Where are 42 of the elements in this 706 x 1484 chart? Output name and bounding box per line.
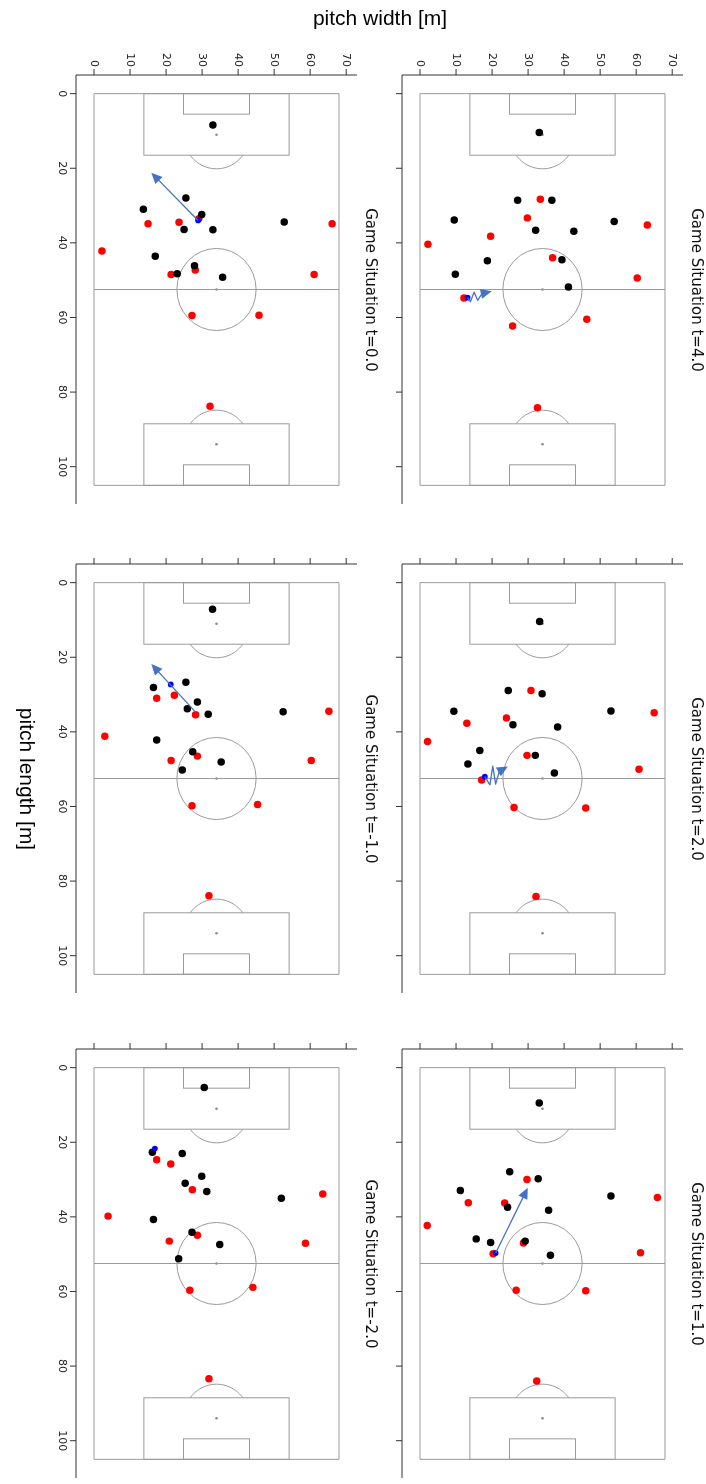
x-tick-label: 20 (485, 53, 499, 67)
y-tick-label: 0 (55, 579, 69, 587)
y-tick-label: 80 (55, 385, 69, 400)
x-tick-label: 60 (629, 53, 643, 67)
x-tick-label: 30 (195, 53, 209, 67)
y-tick-label: 40 (55, 235, 69, 250)
x-tick-label: 10 (123, 53, 137, 67)
y-tick-label: 60 (55, 310, 69, 325)
text: Game Situation t=-2.0 (361, 1178, 381, 1350)
x-tick-label: 20 (159, 53, 173, 67)
y-tick-label: 60 (55, 799, 69, 814)
y-tick-label: 0 (55, 1064, 69, 1072)
text: Game Situation t=2.0 (687, 695, 706, 863)
x-tick-label: 40 (231, 53, 245, 67)
x-tick-label: 10 (449, 53, 463, 67)
x-tick-label: 70 (339, 53, 353, 67)
x-tick-label: 70 (665, 53, 679, 67)
x-tick-label: 30 (521, 53, 535, 67)
x-tick-label: 50 (267, 53, 281, 67)
text: Game Situation t=-1.0 (361, 693, 381, 865)
y-tick-label: 20 (55, 1135, 69, 1150)
x-tick-label: 50 (593, 53, 607, 67)
y-tick-label: 80 (55, 874, 69, 889)
x-tick-label: 60 (303, 53, 317, 67)
text: Game Situation t=1.0 (687, 1180, 706, 1348)
y-tick-label: 60 (55, 1284, 69, 1299)
text: Game Situation t=4.0 (687, 206, 706, 374)
x-tick-label: 0 (87, 60, 101, 67)
x-tick-label: 0 (413, 60, 427, 67)
y-tick-label: 40 (55, 1209, 69, 1224)
y-tick-label: 40 (55, 724, 69, 739)
y-tick-label: 0 (55, 90, 69, 98)
y-axis-title: pitch length [m] (15, 706, 40, 852)
y-tick-label: 80 (55, 1359, 69, 1374)
y-tick-label: 100 (55, 945, 69, 967)
x-tick-label: 40 (557, 53, 571, 67)
y-tick-label: 20 (55, 161, 69, 176)
text: Game Situation t=0.0 (361, 206, 381, 374)
y-tick-label: 100 (55, 456, 69, 478)
y-tick-label: 20 (55, 650, 69, 665)
y-tick-label: 100 (55, 1430, 69, 1452)
x-axis-title: pitch width [m] (311, 6, 449, 30)
